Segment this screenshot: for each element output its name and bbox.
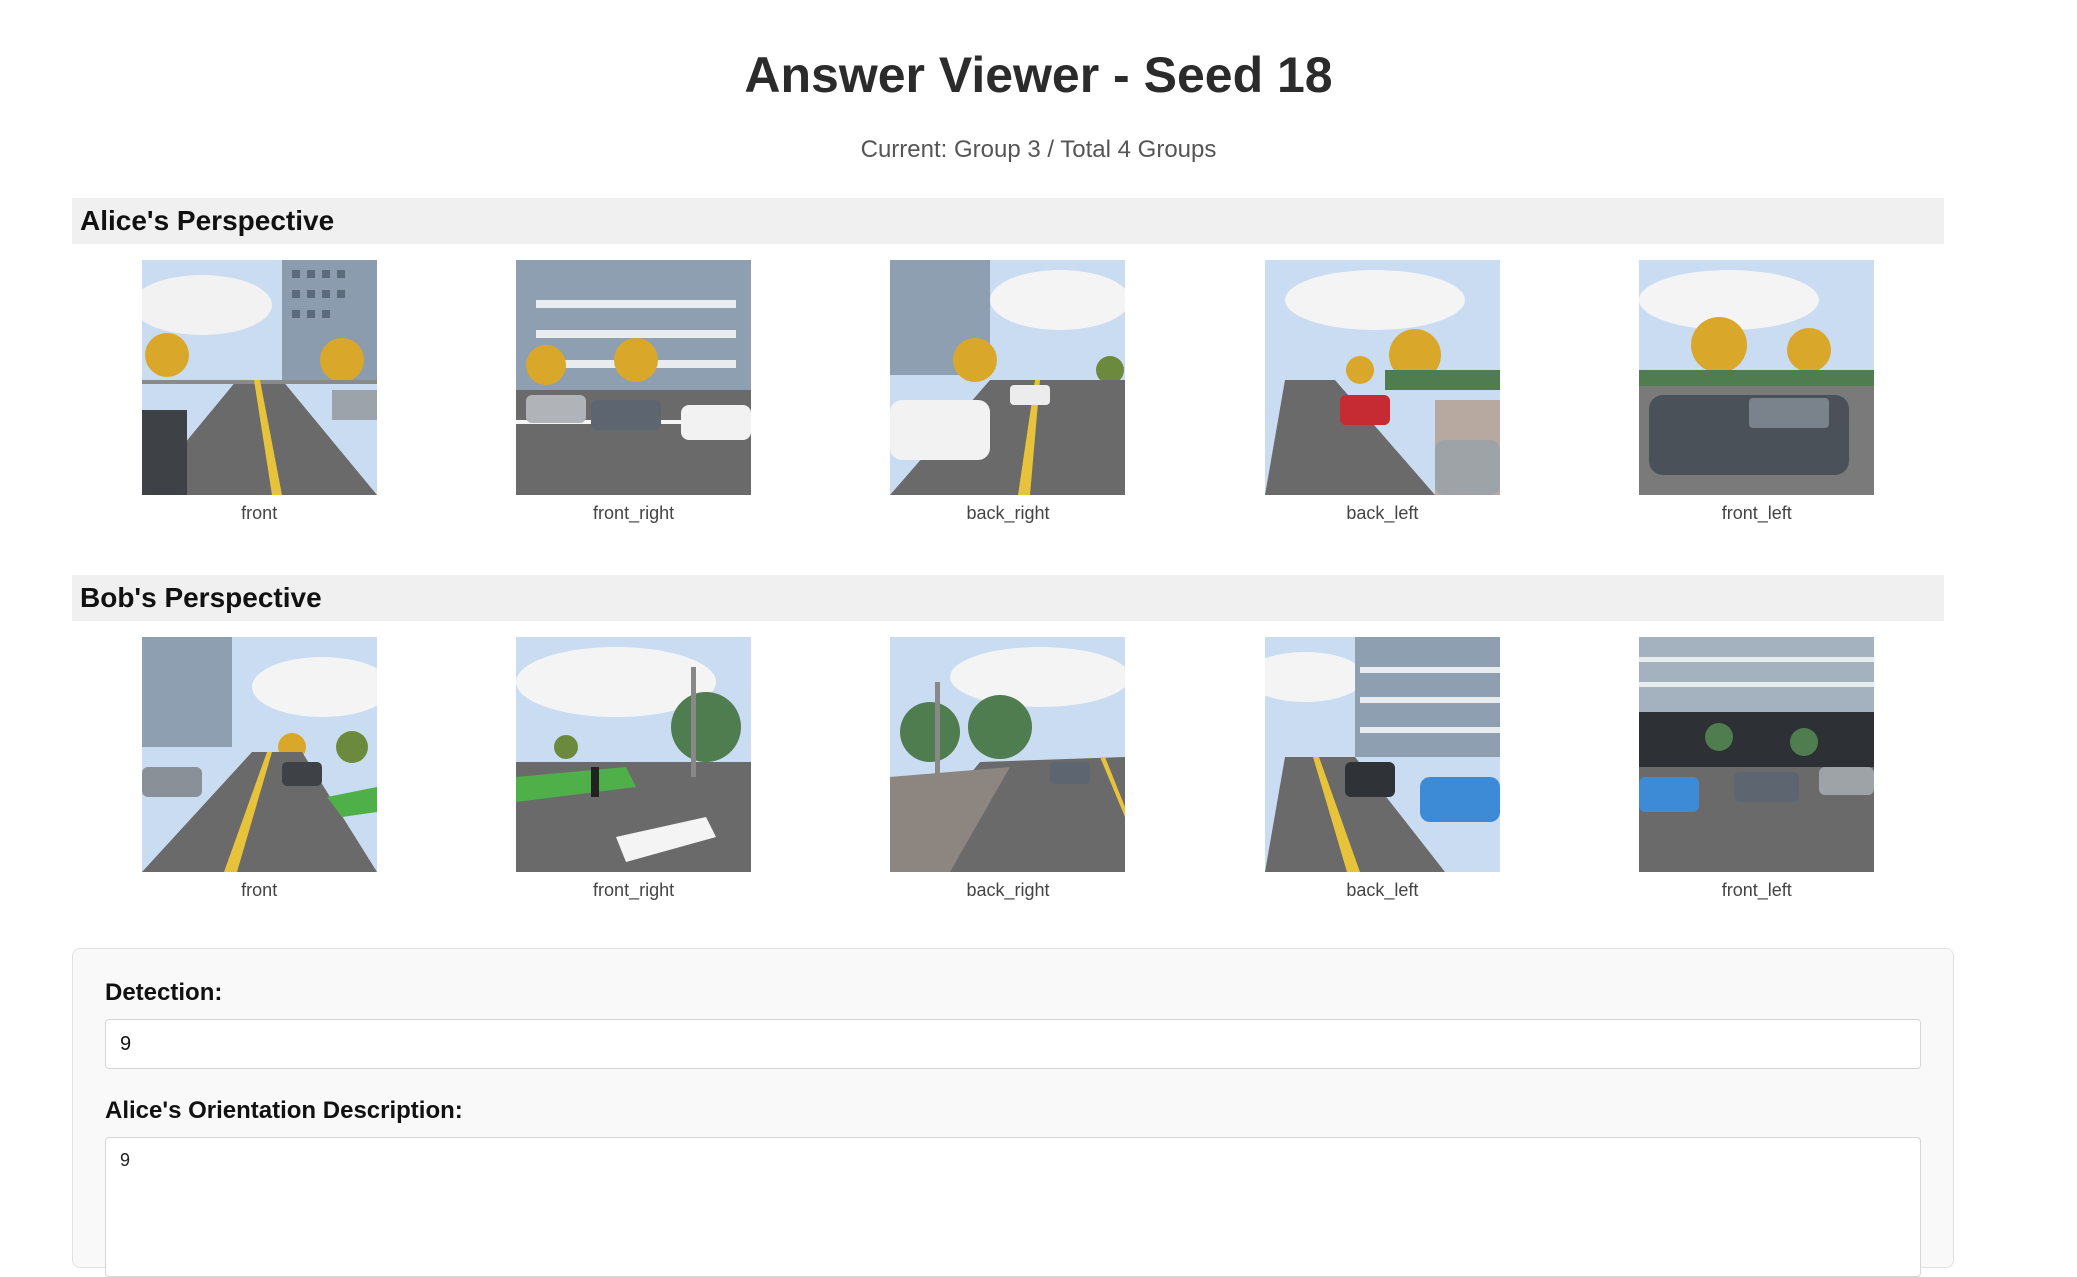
image-caption: front_left xyxy=(1721,503,1792,523)
alice-image-back-right: back_right xyxy=(890,260,1126,524)
street-view-photo-icon xyxy=(890,260,1126,495)
street-view-photo-icon xyxy=(141,637,377,872)
image-caption: front_right xyxy=(593,880,675,900)
page-title: Answer Viewer - Seed 18 xyxy=(744,47,1333,103)
street-view-photo-icon xyxy=(141,260,377,495)
alice-orientation-textarea[interactable]: 9 xyxy=(105,1137,1921,1277)
alice-image-front: front xyxy=(141,260,377,524)
detection-input[interactable] xyxy=(105,1019,1921,1069)
street-view-photo-icon xyxy=(1639,637,1875,872)
image-caption: back_right xyxy=(966,503,1050,523)
image-caption: front_right xyxy=(593,503,675,523)
bob-image-row: front front_right xyxy=(72,637,1944,901)
image-caption: back_left xyxy=(1346,503,1419,523)
alice-section: Alice's Perspective front xyxy=(72,198,1944,524)
image-caption: front xyxy=(241,503,278,523)
image-caption: back_left xyxy=(1346,880,1419,900)
street-view-photo-icon xyxy=(1264,260,1500,495)
bob-image-back-right: back_right xyxy=(890,637,1126,901)
alice-image-front-right: front_right xyxy=(516,260,752,524)
alice-orientation-label: Alice's Orientation Description: xyxy=(105,1097,463,1124)
alice-section-heading: Alice's Perspective xyxy=(72,198,1944,244)
bob-image-front: front xyxy=(141,637,377,901)
bob-image-front-left: front_left xyxy=(1639,637,1875,901)
street-view-photo-icon xyxy=(1639,260,1875,495)
alice-image-back-left: back_left xyxy=(1264,260,1500,524)
bob-section: Bob's Perspective front xyxy=(72,575,1944,901)
bob-section-heading: Bob's Perspective xyxy=(72,575,1944,621)
image-caption: back_right xyxy=(966,880,1050,900)
group-status: Current: Group 3 / Total 4 Groups xyxy=(860,136,1217,163)
answer-panel: Detection: Alice's Orientation Descripti… xyxy=(72,948,1954,1277)
image-caption: front xyxy=(241,880,278,900)
street-view-photo-icon xyxy=(890,637,1126,872)
street-view-photo-icon xyxy=(516,637,752,872)
alice-image-front-left: front_left xyxy=(1639,260,1875,524)
bob-image-back-left: back_left xyxy=(1264,637,1500,901)
street-view-photo-icon xyxy=(1264,637,1500,872)
image-caption: front_left xyxy=(1721,880,1792,900)
detection-label: Detection: xyxy=(105,979,223,1006)
alice-image-row: front front_right xyxy=(72,260,1944,524)
bob-image-front-right: front_right xyxy=(516,637,752,901)
street-view-photo-icon xyxy=(516,260,752,495)
